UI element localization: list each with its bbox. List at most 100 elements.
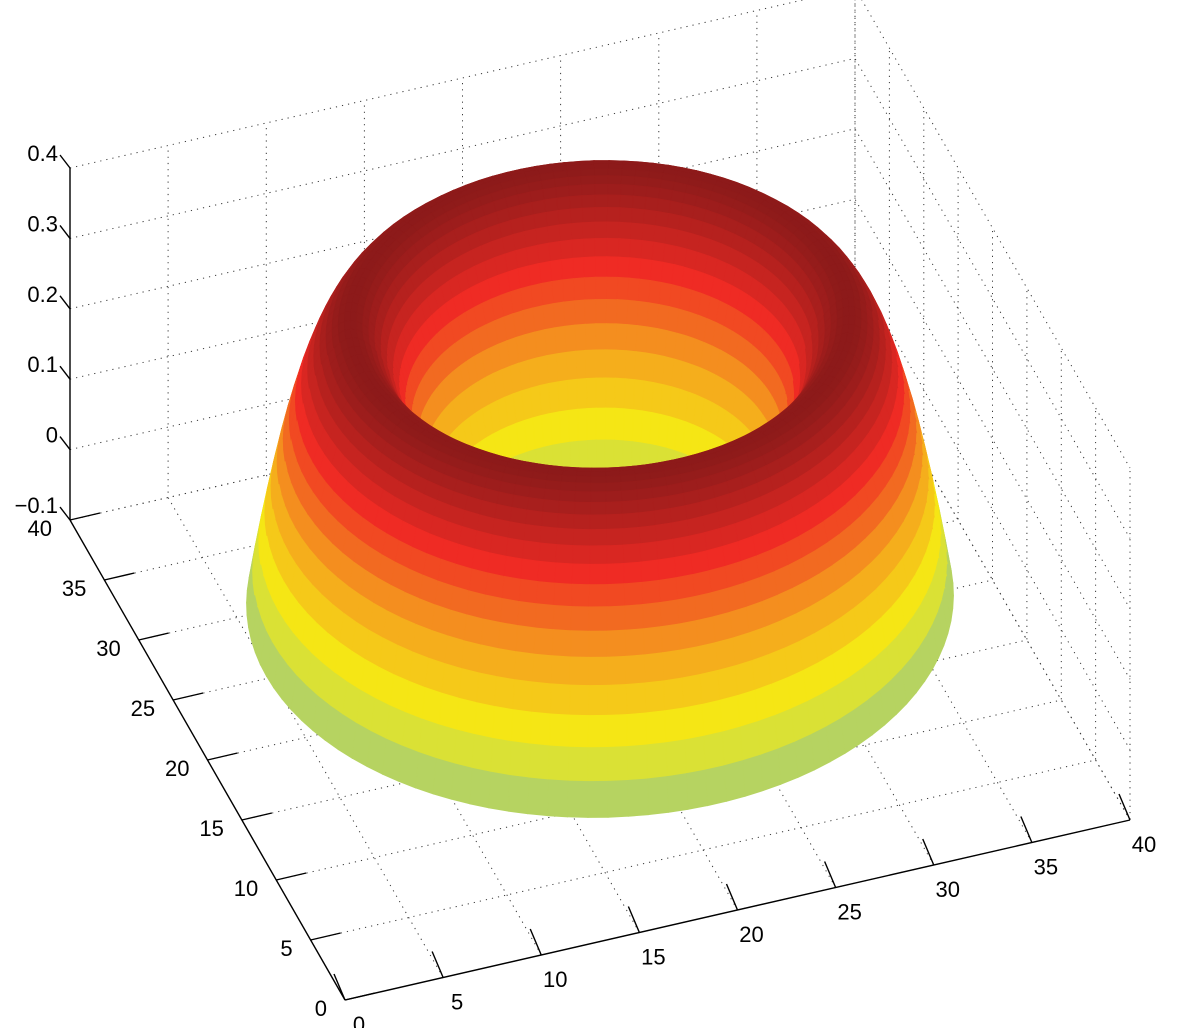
surface-patch-22-79 bbox=[637, 510, 656, 528]
surface-patch-23-77 bbox=[606, 528, 624, 547]
surface-patch-32-76 bbox=[587, 746, 609, 782]
surface-patch-13-21 bbox=[594, 183, 609, 196]
surface-patch-13-20 bbox=[607, 183, 622, 196]
surface-patch-24-78 bbox=[622, 543, 642, 564]
y-tick-label-4: 20 bbox=[165, 756, 189, 781]
surface-patch-3-21 bbox=[595, 377, 607, 409]
surface-patch-31-76 bbox=[587, 714, 609, 749]
surface-patch-27-82 bbox=[693, 592, 714, 622]
surface-patch-9-22 bbox=[583, 238, 596, 258]
surface-patch-4-23 bbox=[575, 349, 587, 380]
surface-patch-12-18 bbox=[631, 195, 647, 211]
surface-patch-27-75 bbox=[570, 606, 590, 632]
surface-patch-7-19 bbox=[616, 276, 630, 301]
surface-patch-33-70 bbox=[469, 767, 492, 809]
surface-patch-10-25 bbox=[546, 224, 561, 244]
surface-patch-7-23 bbox=[572, 277, 586, 302]
surface-patch-6-21 bbox=[595, 298, 607, 325]
surface-patch-25-80 bbox=[657, 557, 677, 581]
surface-patch-24-73 bbox=[538, 542, 558, 564]
surface-patch-25-78 bbox=[623, 561, 643, 585]
surface-patch-32-80 bbox=[665, 739, 687, 778]
y-tick-6 bbox=[138, 632, 169, 641]
surface-patch-29-72 bbox=[514, 651, 535, 683]
surface-patch-6-25 bbox=[552, 301, 566, 329]
z-tick-3 bbox=[59, 295, 71, 310]
surface-patch-2-21 bbox=[595, 407, 607, 441]
surface-patch-2-20 bbox=[604, 407, 616, 441]
surface-patch-10-26 bbox=[534, 226, 550, 246]
surface-patch-12-24 bbox=[556, 196, 571, 211]
surface-patch-32-68 bbox=[435, 724, 457, 765]
surface-patch-17-48 bbox=[343, 311, 352, 322]
y-tick-3 bbox=[241, 812, 273, 821]
surface-patch-30-76 bbox=[588, 684, 609, 716]
surface-patch-27-83 bbox=[710, 587, 731, 618]
grid-line-x-7 bbox=[756, 10, 1033, 843]
surface-patch-8-25 bbox=[549, 259, 563, 282]
surface-patch-32-77 bbox=[607, 746, 629, 782]
surface-patch-32-83 bbox=[721, 726, 743, 767]
surface-patch-22-74 bbox=[557, 513, 575, 530]
surface-patch-32-67 bbox=[418, 718, 440, 759]
surface-patch-30-81 bbox=[681, 674, 703, 709]
surface-patch-7-25 bbox=[551, 279, 565, 305]
surface-patch-30-80 bbox=[663, 677, 684, 712]
surface-patch-16-21 bbox=[593, 163, 610, 170]
surface-patch-25-75 bbox=[571, 563, 591, 586]
surface-patch-21-73 bbox=[542, 499, 560, 515]
x-tick-label-4: 20 bbox=[739, 922, 763, 947]
surface-patch-31-85 bbox=[754, 683, 775, 723]
surface-patch-19-75 bbox=[575, 482, 592, 493]
surface-patch-29-69 bbox=[461, 640, 482, 674]
surface-patch-30-84 bbox=[734, 659, 756, 697]
surface-patch-23-76 bbox=[589, 528, 608, 547]
surface-patch-33-73 bbox=[527, 777, 550, 817]
surface-patch-30-82 bbox=[699, 669, 721, 705]
surface-patch-9-17 bbox=[640, 240, 655, 261]
surface-patch-32-78 bbox=[626, 744, 648, 781]
surface-patch-33-75 bbox=[567, 780, 589, 818]
surface-patch-26-76 bbox=[588, 584, 608, 608]
surface-patch-26-72 bbox=[518, 578, 539, 605]
z-tick-label-1: 0 bbox=[46, 423, 58, 448]
surface-patch-26-71 bbox=[501, 575, 522, 602]
surface-patch-16-104 bbox=[842, 306, 850, 318]
surface-patch-12-22 bbox=[581, 194, 596, 209]
surface-patch-16-49 bbox=[350, 320, 358, 331]
surface-patch-23-71 bbox=[507, 521, 527, 542]
surface-patch-25-79 bbox=[640, 559, 660, 583]
surface-patch-20-74 bbox=[558, 490, 576, 503]
y-tick-label-5: 25 bbox=[131, 696, 155, 721]
surface-patch-12-25 bbox=[543, 197, 559, 213]
surface-patch-12-19 bbox=[619, 194, 634, 209]
surface-patch-30-69 bbox=[458, 667, 480, 704]
surface-patch-3-23 bbox=[576, 377, 588, 410]
surface-patch-10-23 bbox=[570, 222, 584, 241]
surface-patch-33-69 bbox=[450, 763, 473, 805]
surface-patch-11-22 bbox=[582, 207, 596, 224]
grid-line-x-8 bbox=[854, 0, 1131, 821]
surface-patch-27-71 bbox=[499, 598, 520, 626]
surface-patch-27-77 bbox=[606, 605, 626, 632]
surface-patch-9-18 bbox=[629, 238, 643, 260]
surface-patch-30-70 bbox=[476, 672, 497, 707]
surface-patch-28-75 bbox=[570, 630, 590, 658]
surface-patch-30-67 bbox=[424, 657, 446, 694]
surface-patch-21-78 bbox=[621, 499, 639, 515]
surface-patch-28-81 bbox=[678, 620, 699, 651]
tick-labels: 05101520253035400510152025303540−0.100.1… bbox=[15, 141, 1157, 1028]
surface-patch-3-22 bbox=[585, 377, 597, 409]
surface-patch-31-77 bbox=[607, 714, 628, 748]
surface-patch-14-22 bbox=[580, 175, 596, 186]
y-tick-label-8: 40 bbox=[28, 516, 52, 541]
surface-patch-31-73 bbox=[529, 711, 551, 747]
surface-patch-28-72 bbox=[515, 625, 536, 655]
surface-patch-2-19 bbox=[613, 407, 625, 442]
surface-patch-10-22 bbox=[582, 221, 596, 240]
surface-patch-27-70 bbox=[482, 594, 503, 623]
z-tick-5 bbox=[59, 154, 71, 169]
surface-patch-6-23 bbox=[573, 299, 586, 326]
y-tick-7 bbox=[104, 572, 135, 581]
y-tick-5 bbox=[172, 692, 204, 701]
